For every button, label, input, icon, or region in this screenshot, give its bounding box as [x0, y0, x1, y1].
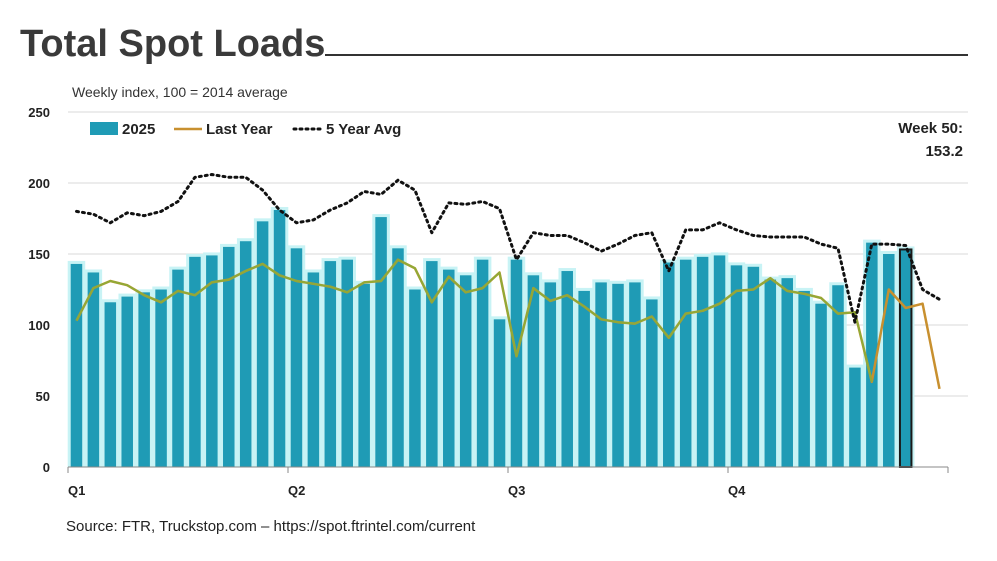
bar-week: [239, 241, 252, 467]
chart-subtitle: Weekly index, 100 = 2014 average: [72, 84, 288, 100]
bar-week: [223, 246, 235, 467]
bar-week: [375, 217, 387, 467]
bar-week: [663, 262, 675, 467]
bar-week: [629, 282, 641, 467]
bar-week: [426, 261, 438, 467]
bar-week: [747, 266, 760, 467]
bar-week: [561, 271, 573, 467]
title-rule: [325, 54, 968, 56]
five-year-avg-line: [75, 173, 941, 324]
week-callout-line2: 153.2: [925, 143, 963, 160]
week-callout-line1: Week 50:: [898, 120, 963, 137]
legend-swatch-2025: [90, 122, 118, 135]
bar-week: [815, 303, 827, 467]
line-series: [75, 173, 941, 390]
x-quarter-label: Q1: [68, 483, 85, 498]
bar-week: [832, 285, 844, 467]
bar-week: [679, 259, 692, 467]
bar-week: [781, 278, 793, 467]
chart-title: Total Spot Loads: [20, 23, 326, 65]
bar-week: [798, 290, 810, 467]
y-tick-label: 250: [28, 105, 50, 120]
bar-week: [341, 259, 353, 467]
bar-week: [713, 255, 726, 467]
bar-week: [189, 256, 201, 467]
y-tick-label: 200: [28, 176, 50, 191]
bar-week: [883, 254, 895, 467]
bar-week: [510, 259, 523, 467]
x-quarter-label: Q4: [728, 483, 746, 498]
legend: 2025 Last Year 5 Year Avg: [90, 121, 401, 138]
y-axis-ticks: 0 50 100 150 200 250: [28, 105, 50, 475]
y-tick-label: 50: [36, 389, 50, 404]
bar-week: [138, 292, 150, 467]
bar-week: [578, 290, 590, 467]
bar-week: [544, 282, 557, 467]
bar-week: [155, 289, 167, 467]
bar-week: [493, 319, 506, 467]
bar-week: [121, 296, 133, 467]
source-note: Source: FTR, Truckstop.com – https://spo…: [66, 518, 476, 535]
bar-week: [256, 221, 269, 467]
x-axis: Q1 Q2 Q3 Q4: [67, 466, 949, 498]
bar-week-highlight: [898, 248, 913, 468]
legend-label-2025: 2025: [122, 121, 155, 138]
bar-week: [527, 275, 540, 467]
x-quarter-label: Q2: [288, 483, 305, 498]
bar-week: [443, 269, 455, 467]
bar-week: [358, 283, 370, 467]
bar-week: [290, 248, 303, 467]
bar-week: [87, 272, 100, 467]
bar-week: [70, 263, 83, 467]
bar-week: [866, 242, 878, 467]
x-quarter-label: Q3: [508, 483, 525, 498]
bar-week: [172, 269, 184, 467]
bar-week: [206, 255, 218, 467]
bar-week: [730, 265, 743, 467]
bar-week: [612, 283, 624, 467]
bar-week: [476, 259, 489, 467]
bar-week: [392, 248, 404, 467]
bars-2025: [67, 206, 915, 468]
bar-week: [459, 275, 472, 467]
bar-week: [764, 279, 777, 467]
bar-week: [324, 261, 337, 467]
y-tick-label: 0: [43, 460, 50, 475]
bar-week: [595, 282, 607, 467]
bar-week: [104, 302, 117, 467]
bar-week: [409, 289, 421, 467]
legend-label-five-year: 5 Year Avg: [326, 121, 401, 138]
last-year-line-overlay: [75, 258, 873, 383]
bar-week: [696, 256, 709, 467]
legend-label-last-year: Last Year: [206, 121, 273, 138]
y-tick-label: 150: [28, 247, 50, 262]
bar-week: [307, 272, 320, 467]
bar-week: [273, 209, 286, 468]
y-tick-label: 100: [28, 318, 50, 333]
bar-week: [849, 367, 861, 467]
bar-week: [646, 299, 658, 467]
